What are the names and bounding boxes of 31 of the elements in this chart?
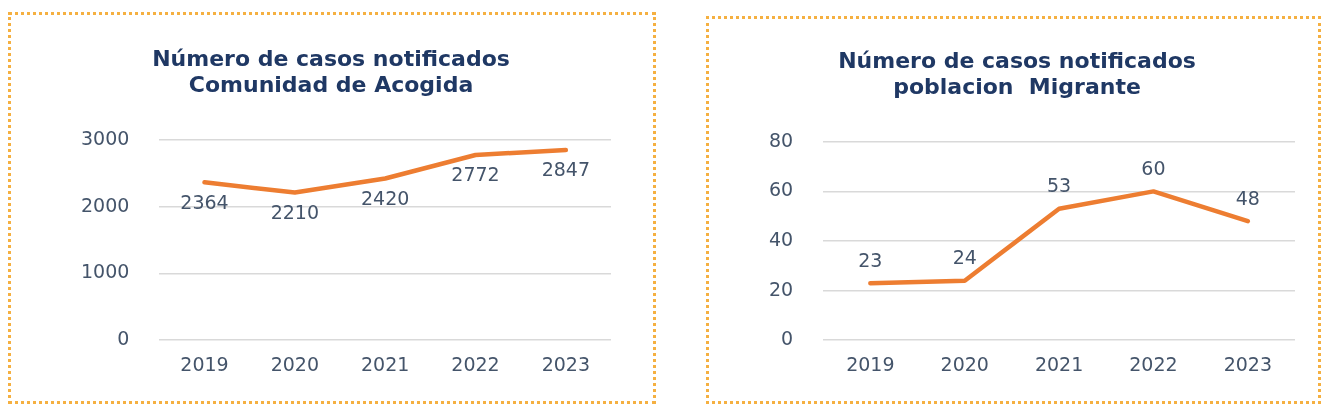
y-tick-label: 40	[768, 227, 794, 250]
x-tick-label: 2019	[180, 352, 229, 375]
x-tick-label: 2022	[1129, 352, 1178, 375]
y-tick-label: 1000	[80, 260, 130, 283]
y-tick-label: 2000	[80, 193, 130, 216]
y-tick-label: 80	[768, 128, 794, 151]
data-label: 60	[1141, 156, 1166, 179]
data-label: 23	[858, 248, 883, 271]
x-tick-label: 2021	[361, 352, 410, 375]
y-tick-label: 0	[117, 327, 130, 350]
y-tick-label: 3000	[80, 126, 130, 149]
data-label: 48	[1235, 186, 1260, 209]
data-label: 2847	[541, 158, 591, 181]
data-label: 2772	[451, 163, 500, 186]
chart-title: Número de casos notificados poblacion Migrante	[838, 47, 1196, 100]
y-tick-label: 20	[768, 277, 794, 300]
x-tick-label: 2019	[846, 352, 895, 375]
x-tick-label: 2020	[270, 352, 320, 375]
x-tick-label: 2021	[1034, 352, 1084, 375]
y-tick-label: 0	[781, 327, 794, 350]
data-label: 2210	[270, 201, 320, 224]
x-tick-label: 2022	[451, 352, 500, 375]
data-label: 2420	[361, 186, 410, 209]
data-label: 24	[952, 246, 977, 269]
x-tick-label: 2023	[1223, 352, 1272, 375]
x-tick-label: 2020	[940, 352, 989, 375]
data-label: 53	[1046, 174, 1072, 197]
data-label: 2364	[180, 190, 229, 213]
chart-title: Número de casos notificados Comunidad de Acogida	[152, 45, 510, 98]
x-tick-label: 2023	[541, 352, 591, 375]
y-tick-label: 60	[768, 178, 794, 201]
